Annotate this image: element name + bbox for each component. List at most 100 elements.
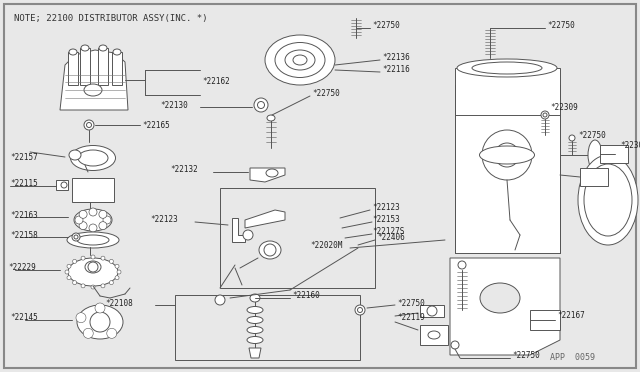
Ellipse shape bbox=[84, 84, 102, 96]
Bar bbox=[68, 52, 78, 85]
Ellipse shape bbox=[250, 294, 260, 302]
Ellipse shape bbox=[85, 261, 101, 273]
Ellipse shape bbox=[78, 150, 108, 166]
Ellipse shape bbox=[265, 35, 335, 85]
Circle shape bbox=[95, 303, 105, 313]
Circle shape bbox=[76, 313, 86, 323]
Ellipse shape bbox=[293, 55, 307, 65]
Bar bbox=[220, 188, 375, 288]
Ellipse shape bbox=[247, 307, 263, 314]
Polygon shape bbox=[245, 210, 285, 228]
Ellipse shape bbox=[457, 59, 557, 77]
Circle shape bbox=[99, 222, 107, 230]
Ellipse shape bbox=[247, 317, 263, 324]
Text: *22750: *22750 bbox=[397, 298, 425, 308]
Circle shape bbox=[569, 135, 575, 141]
Circle shape bbox=[355, 305, 365, 315]
Circle shape bbox=[72, 259, 77, 263]
Circle shape bbox=[451, 341, 459, 349]
Circle shape bbox=[495, 143, 519, 167]
Circle shape bbox=[90, 312, 110, 332]
Text: *22167: *22167 bbox=[557, 311, 585, 320]
Circle shape bbox=[75, 216, 83, 224]
Text: *22229: *22229 bbox=[8, 263, 36, 273]
Text: *22406: *22406 bbox=[377, 234, 404, 243]
Ellipse shape bbox=[99, 45, 107, 51]
Ellipse shape bbox=[584, 164, 632, 236]
Text: *22160: *22160 bbox=[292, 292, 320, 301]
Text: *22750: *22750 bbox=[372, 22, 400, 31]
Circle shape bbox=[543, 113, 547, 117]
Text: *22163: *22163 bbox=[10, 211, 38, 219]
Polygon shape bbox=[249, 348, 261, 358]
Ellipse shape bbox=[285, 50, 315, 70]
Ellipse shape bbox=[247, 337, 263, 343]
Text: *22750: *22750 bbox=[312, 90, 340, 99]
Bar bbox=[530, 310, 560, 330]
Bar bbox=[72, 178, 114, 202]
Text: *22123: *22123 bbox=[150, 215, 178, 224]
Circle shape bbox=[541, 111, 549, 119]
Circle shape bbox=[81, 284, 85, 288]
Ellipse shape bbox=[275, 42, 325, 77]
Ellipse shape bbox=[247, 327, 263, 334]
Ellipse shape bbox=[479, 146, 534, 164]
Circle shape bbox=[67, 264, 71, 268]
Circle shape bbox=[83, 328, 93, 338]
Bar bbox=[56, 180, 68, 190]
Ellipse shape bbox=[77, 235, 109, 245]
Circle shape bbox=[101, 256, 105, 260]
Bar bbox=[80, 48, 90, 85]
Circle shape bbox=[72, 233, 80, 241]
Circle shape bbox=[88, 262, 98, 272]
Ellipse shape bbox=[259, 241, 281, 259]
Circle shape bbox=[254, 98, 268, 112]
Ellipse shape bbox=[267, 115, 275, 121]
Text: *22750: *22750 bbox=[547, 22, 575, 31]
Ellipse shape bbox=[68, 258, 118, 286]
Text: *22145: *22145 bbox=[10, 314, 38, 323]
Circle shape bbox=[482, 130, 532, 180]
Circle shape bbox=[86, 122, 92, 128]
Circle shape bbox=[74, 235, 78, 239]
Text: *22157: *22157 bbox=[10, 153, 38, 161]
Text: *22132: *22132 bbox=[170, 166, 198, 174]
Text: *22136: *22136 bbox=[382, 52, 410, 61]
Circle shape bbox=[115, 276, 119, 280]
Text: *22162: *22162 bbox=[202, 77, 230, 87]
Ellipse shape bbox=[266, 169, 278, 177]
Circle shape bbox=[99, 210, 107, 218]
Text: *22158: *22158 bbox=[10, 231, 38, 240]
Polygon shape bbox=[232, 218, 245, 242]
Text: *22115: *22115 bbox=[10, 179, 38, 187]
Circle shape bbox=[243, 230, 253, 240]
Ellipse shape bbox=[588, 140, 602, 170]
Circle shape bbox=[79, 222, 87, 230]
Circle shape bbox=[358, 308, 362, 312]
Text: *22020M: *22020M bbox=[310, 241, 342, 250]
Ellipse shape bbox=[69, 49, 77, 55]
Text: *22309: *22309 bbox=[550, 103, 578, 112]
Bar bbox=[175, 295, 360, 360]
Bar bbox=[98, 48, 108, 85]
Circle shape bbox=[427, 306, 437, 316]
Ellipse shape bbox=[74, 209, 112, 231]
Circle shape bbox=[115, 264, 119, 268]
Circle shape bbox=[65, 270, 69, 274]
Text: *22165: *22165 bbox=[142, 121, 170, 129]
Ellipse shape bbox=[69, 150, 81, 160]
Circle shape bbox=[257, 102, 264, 109]
Circle shape bbox=[109, 280, 113, 285]
Circle shape bbox=[101, 284, 105, 288]
Bar bbox=[600, 145, 628, 163]
Ellipse shape bbox=[472, 62, 542, 74]
Ellipse shape bbox=[67, 232, 119, 248]
Text: *22119: *22119 bbox=[397, 314, 425, 323]
Circle shape bbox=[117, 270, 121, 274]
Text: *22750: *22750 bbox=[578, 131, 605, 141]
Circle shape bbox=[81, 256, 85, 260]
Circle shape bbox=[89, 208, 97, 216]
Circle shape bbox=[91, 255, 95, 259]
Text: *22108: *22108 bbox=[105, 298, 132, 308]
Circle shape bbox=[72, 280, 77, 285]
